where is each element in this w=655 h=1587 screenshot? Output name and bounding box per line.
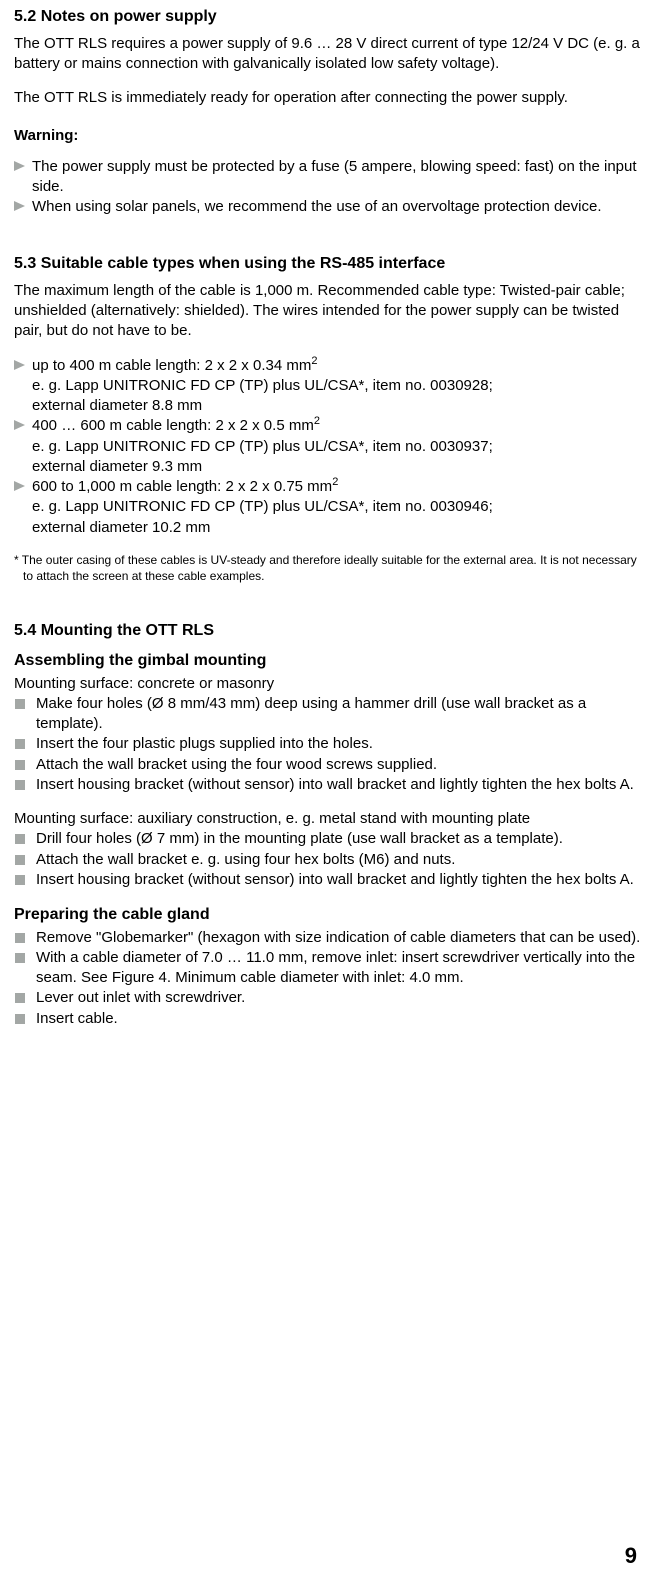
warning-item: When using solar panels, we recommend th… bbox=[14, 197, 641, 217]
list-item: Insert housing bracket (without sensor) … bbox=[14, 775, 641, 795]
cable-item: 600 to 1,000 m cable length: 2 x 2 x 0.7… bbox=[14, 477, 641, 538]
cable-line1: 400 … 600 m cable length: 2 x 2 x 0.5 mm bbox=[32, 417, 314, 434]
section-5-3-para-1: The maximum length of the cable is 1,000… bbox=[14, 281, 641, 342]
list-item: Drill four holes (Ø 7 mm) in the mountin… bbox=[14, 829, 641, 849]
list-item: Insert the four plastic plugs supplied i… bbox=[14, 734, 641, 754]
surface-concrete-list: Make four holes (Ø 8 mm/43 mm) deep usin… bbox=[14, 694, 641, 795]
list-item: Make four holes (Ø 8 mm/43 mm) deep usin… bbox=[14, 694, 641, 735]
section-5-2-para-1: The OTT RLS requires a power supply of 9… bbox=[14, 34, 641, 75]
cable-line1: 600 to 1,000 m cable length: 2 x 2 x 0.7… bbox=[32, 478, 332, 495]
section-5-2-heading: 5.2 Notes on power supply bbox=[14, 6, 641, 28]
cable-line1: up to 400 m cable length: 2 x 2 x 0.34 m… bbox=[32, 357, 311, 374]
gimbal-heading: Assembling the gimbal mounting bbox=[14, 650, 641, 672]
list-item: Insert housing bracket (without sensor) … bbox=[14, 870, 641, 890]
superscript-2: 2 bbox=[332, 476, 338, 488]
cable-line2: e. g. Lapp UNITRONIC FD CP (TP) plus UL/… bbox=[32, 498, 493, 515]
superscript-2: 2 bbox=[311, 355, 317, 367]
cable-line2: e. g. Lapp UNITRONIC FD CP (TP) plus UL/… bbox=[32, 438, 493, 455]
cable-list: up to 400 m cable length: 2 x 2 x 0.34 m… bbox=[14, 356, 641, 538]
cable-line3: external diameter 9.3 mm bbox=[32, 458, 202, 475]
cable-gland-heading: Preparing the cable gland bbox=[14, 904, 641, 926]
warning-heading: Warning: bbox=[14, 126, 641, 146]
cable-line3: external diameter 10.2 mm bbox=[32, 519, 210, 536]
warning-list: The power supply must be protected by a … bbox=[14, 157, 641, 218]
list-item: Insert cable. bbox=[14, 1009, 641, 1029]
cable-line2: e. g. Lapp UNITRONIC FD CP (TP) plus UL/… bbox=[32, 377, 493, 394]
list-item: Lever out inlet with screwdriver. bbox=[14, 988, 641, 1008]
cable-footnote: * The outer casing of these cables is UV… bbox=[14, 552, 641, 584]
warning-item: The power supply must be protected by a … bbox=[14, 157, 641, 198]
list-item: Remove "Globemarker" (hexagon with size … bbox=[14, 928, 641, 948]
cable-line3: external diameter 8.8 mm bbox=[32, 397, 202, 414]
section-5-4-heading: 5.4 Mounting the OTT RLS bbox=[14, 620, 641, 642]
surface-concrete-para: Mounting surface: concrete or masonry bbox=[14, 674, 641, 694]
surface-aux-para: Mounting surface: auxiliary construction… bbox=[14, 809, 641, 829]
page-number: 9 bbox=[625, 1541, 637, 1571]
list-item: With a cable diameter of 7.0 … 11.0 mm, … bbox=[14, 948, 641, 989]
cable-item: up to 400 m cable length: 2 x 2 x 0.34 m… bbox=[14, 356, 641, 417]
section-5-2-para-2: The OTT RLS is immediately ready for ope… bbox=[14, 88, 641, 108]
list-item: Attach the wall bracket e. g. using four… bbox=[14, 850, 641, 870]
list-item: Attach the wall bracket using the four w… bbox=[14, 755, 641, 775]
surface-aux-list: Drill four holes (Ø 7 mm) in the mountin… bbox=[14, 829, 641, 890]
cable-item: 400 … 600 m cable length: 2 x 2 x 0.5 mm… bbox=[14, 416, 641, 477]
cable-gland-list: Remove "Globemarker" (hexagon with size … bbox=[14, 928, 641, 1029]
superscript-2: 2 bbox=[314, 415, 320, 427]
section-5-3-heading: 5.3 Suitable cable types when using the … bbox=[14, 253, 641, 275]
